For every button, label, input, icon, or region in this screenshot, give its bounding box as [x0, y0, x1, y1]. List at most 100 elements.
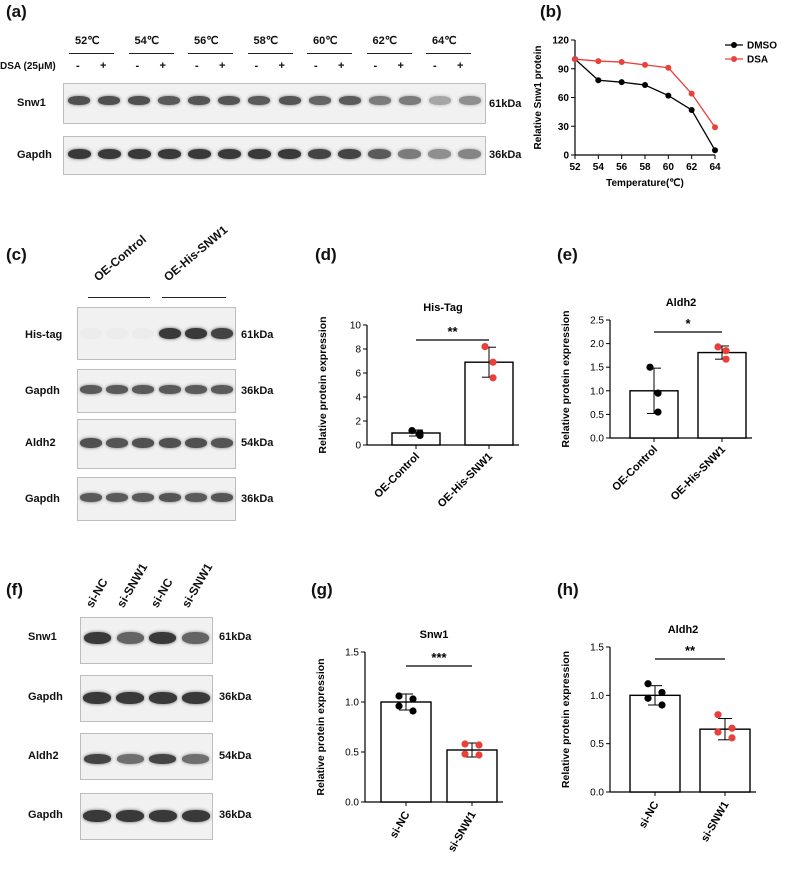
data-point [481, 343, 489, 351]
lane-label-si-nc-1: si-NC [82, 575, 111, 610]
protein-band [128, 96, 151, 105]
western-blot-gapdh [63, 136, 486, 175]
panel-label-b: (b) [540, 2, 562, 21]
protein-band [158, 493, 181, 502]
temperature-bracket [128, 53, 174, 54]
temperature-bracket [69, 53, 114, 54]
x-tick-label: 58 [639, 162, 651, 173]
protein-band [247, 149, 271, 159]
protein-band [210, 328, 233, 339]
dsa-minus-sign: - [254, 60, 259, 72]
data-point [461, 750, 469, 758]
protein-band [157, 149, 181, 159]
protein-band [80, 438, 103, 448]
data-point-dsa [688, 90, 695, 97]
protein-band [158, 328, 181, 339]
protein-band [127, 149, 151, 159]
significance-marker: ** [447, 324, 458, 339]
dsa-plus-sign: + [457, 60, 464, 72]
x-tick-label: 60 [663, 162, 675, 173]
aldh2-oe-bar-chart: Aldh2 0.0 0.5 1.0 1.5 2.0 2.5 Relative protein … [560, 297, 752, 503]
protein-band [458, 96, 481, 105]
data-point-dmso [712, 147, 718, 154]
data-point-dmso [595, 77, 602, 84]
row-label-gapdh: Gapdh [17, 149, 52, 161]
x-tick-label: 64 [709, 162, 721, 173]
data-point [475, 751, 483, 759]
protein-band [132, 328, 154, 339]
data-point [728, 734, 736, 742]
y-axis-title: Relative protein expression [560, 651, 572, 788]
protein-band [83, 754, 111, 764]
protein-band [218, 96, 241, 105]
protein-band [188, 96, 211, 105]
snw1-knockdown-bar-chart: Snw1 0.0 0.5 1.0 1.5 Relative protein express… [315, 629, 503, 855]
his-tag-bar-chart: His-Tag 0 2 4 6 8 10 Relative protein expressio… [317, 302, 519, 510]
chart-title: Snw1 [420, 629, 449, 641]
x-tick-label: si-SNW1 [699, 800, 732, 845]
group-bracket-control [88, 297, 150, 298]
data-point [714, 728, 722, 736]
row-label-snw1-f: Snw1 [28, 631, 57, 643]
protein-band [184, 493, 207, 502]
dsa-minus-sign: - [433, 60, 437, 72]
kda-label-f3: 54kDa [219, 750, 252, 762]
protein-band [308, 96, 331, 105]
data-point [489, 374, 497, 382]
protein-band [106, 438, 129, 448]
temperature-label: 58℃ [253, 35, 279, 47]
protein-band [83, 692, 112, 704]
y-tick-label: 0.5 [345, 748, 359, 759]
y-tick-label: 2.5 [590, 316, 604, 327]
y-tick-label: 2 [355, 417, 361, 428]
legend-marker-dmso [731, 42, 737, 48]
x-tick-label: 54 [593, 162, 605, 173]
temperature-label: 56℃ [194, 35, 219, 47]
protein-band [97, 149, 121, 159]
y-tick-label: 120 [552, 36, 569, 47]
x-tick-label: si-SNW1 [446, 810, 479, 855]
y-tick-label: 1.5 [590, 643, 604, 654]
data-point [416, 429, 424, 437]
panel-label-e: (e) [557, 245, 578, 264]
y-tick-label: 2.0 [590, 339, 604, 350]
protein-band [458, 149, 482, 159]
kda-label-f1: 61kDa [219, 631, 252, 643]
dsa-concentration-label: DSA (25μM) [0, 61, 56, 72]
kda-label-c2: 36kDa [241, 385, 274, 397]
panel-label-f: (f) [6, 580, 23, 599]
panel-label-c: (c) [6, 245, 27, 264]
protein-band [148, 692, 177, 704]
y-axis-title: Relative protein expression [560, 310, 572, 447]
protein-band [182, 632, 210, 644]
protein-band [278, 149, 302, 159]
y-tick-label: 0.0 [590, 788, 604, 799]
data-point-dmso [665, 92, 672, 99]
dsa-minus-sign: - [314, 60, 318, 72]
protein-band [116, 754, 144, 764]
data-point-dsa [618, 59, 625, 66]
protein-band [149, 632, 177, 644]
data-point [475, 741, 483, 749]
y-tick-label: 1.5 [590, 363, 604, 374]
y-tick-label: 0.5 [590, 739, 604, 750]
protein-band [116, 692, 145, 704]
protein-band [80, 493, 103, 502]
data-point-dsa [665, 64, 672, 71]
data-point [714, 711, 722, 719]
protein-band [428, 149, 452, 159]
data-point-dsa [595, 58, 602, 65]
dsa-minus-sign: - [373, 60, 378, 72]
x-tick-label: 56 [616, 162, 628, 173]
protein-band [83, 810, 112, 822]
y-tick-label: 8 [355, 345, 361, 356]
data-point [461, 740, 469, 748]
kda-label-61: 61kDa [489, 98, 522, 110]
x-tick-label: 52 [569, 162, 581, 173]
western-blot-aldh2-c [77, 419, 236, 469]
western-blot-snw1-f [80, 617, 213, 664]
temperature-bracket [247, 53, 293, 54]
bar-si-nc [629, 694, 681, 793]
protein-band [148, 810, 177, 822]
kda-label-36: 36kDa [489, 149, 522, 161]
